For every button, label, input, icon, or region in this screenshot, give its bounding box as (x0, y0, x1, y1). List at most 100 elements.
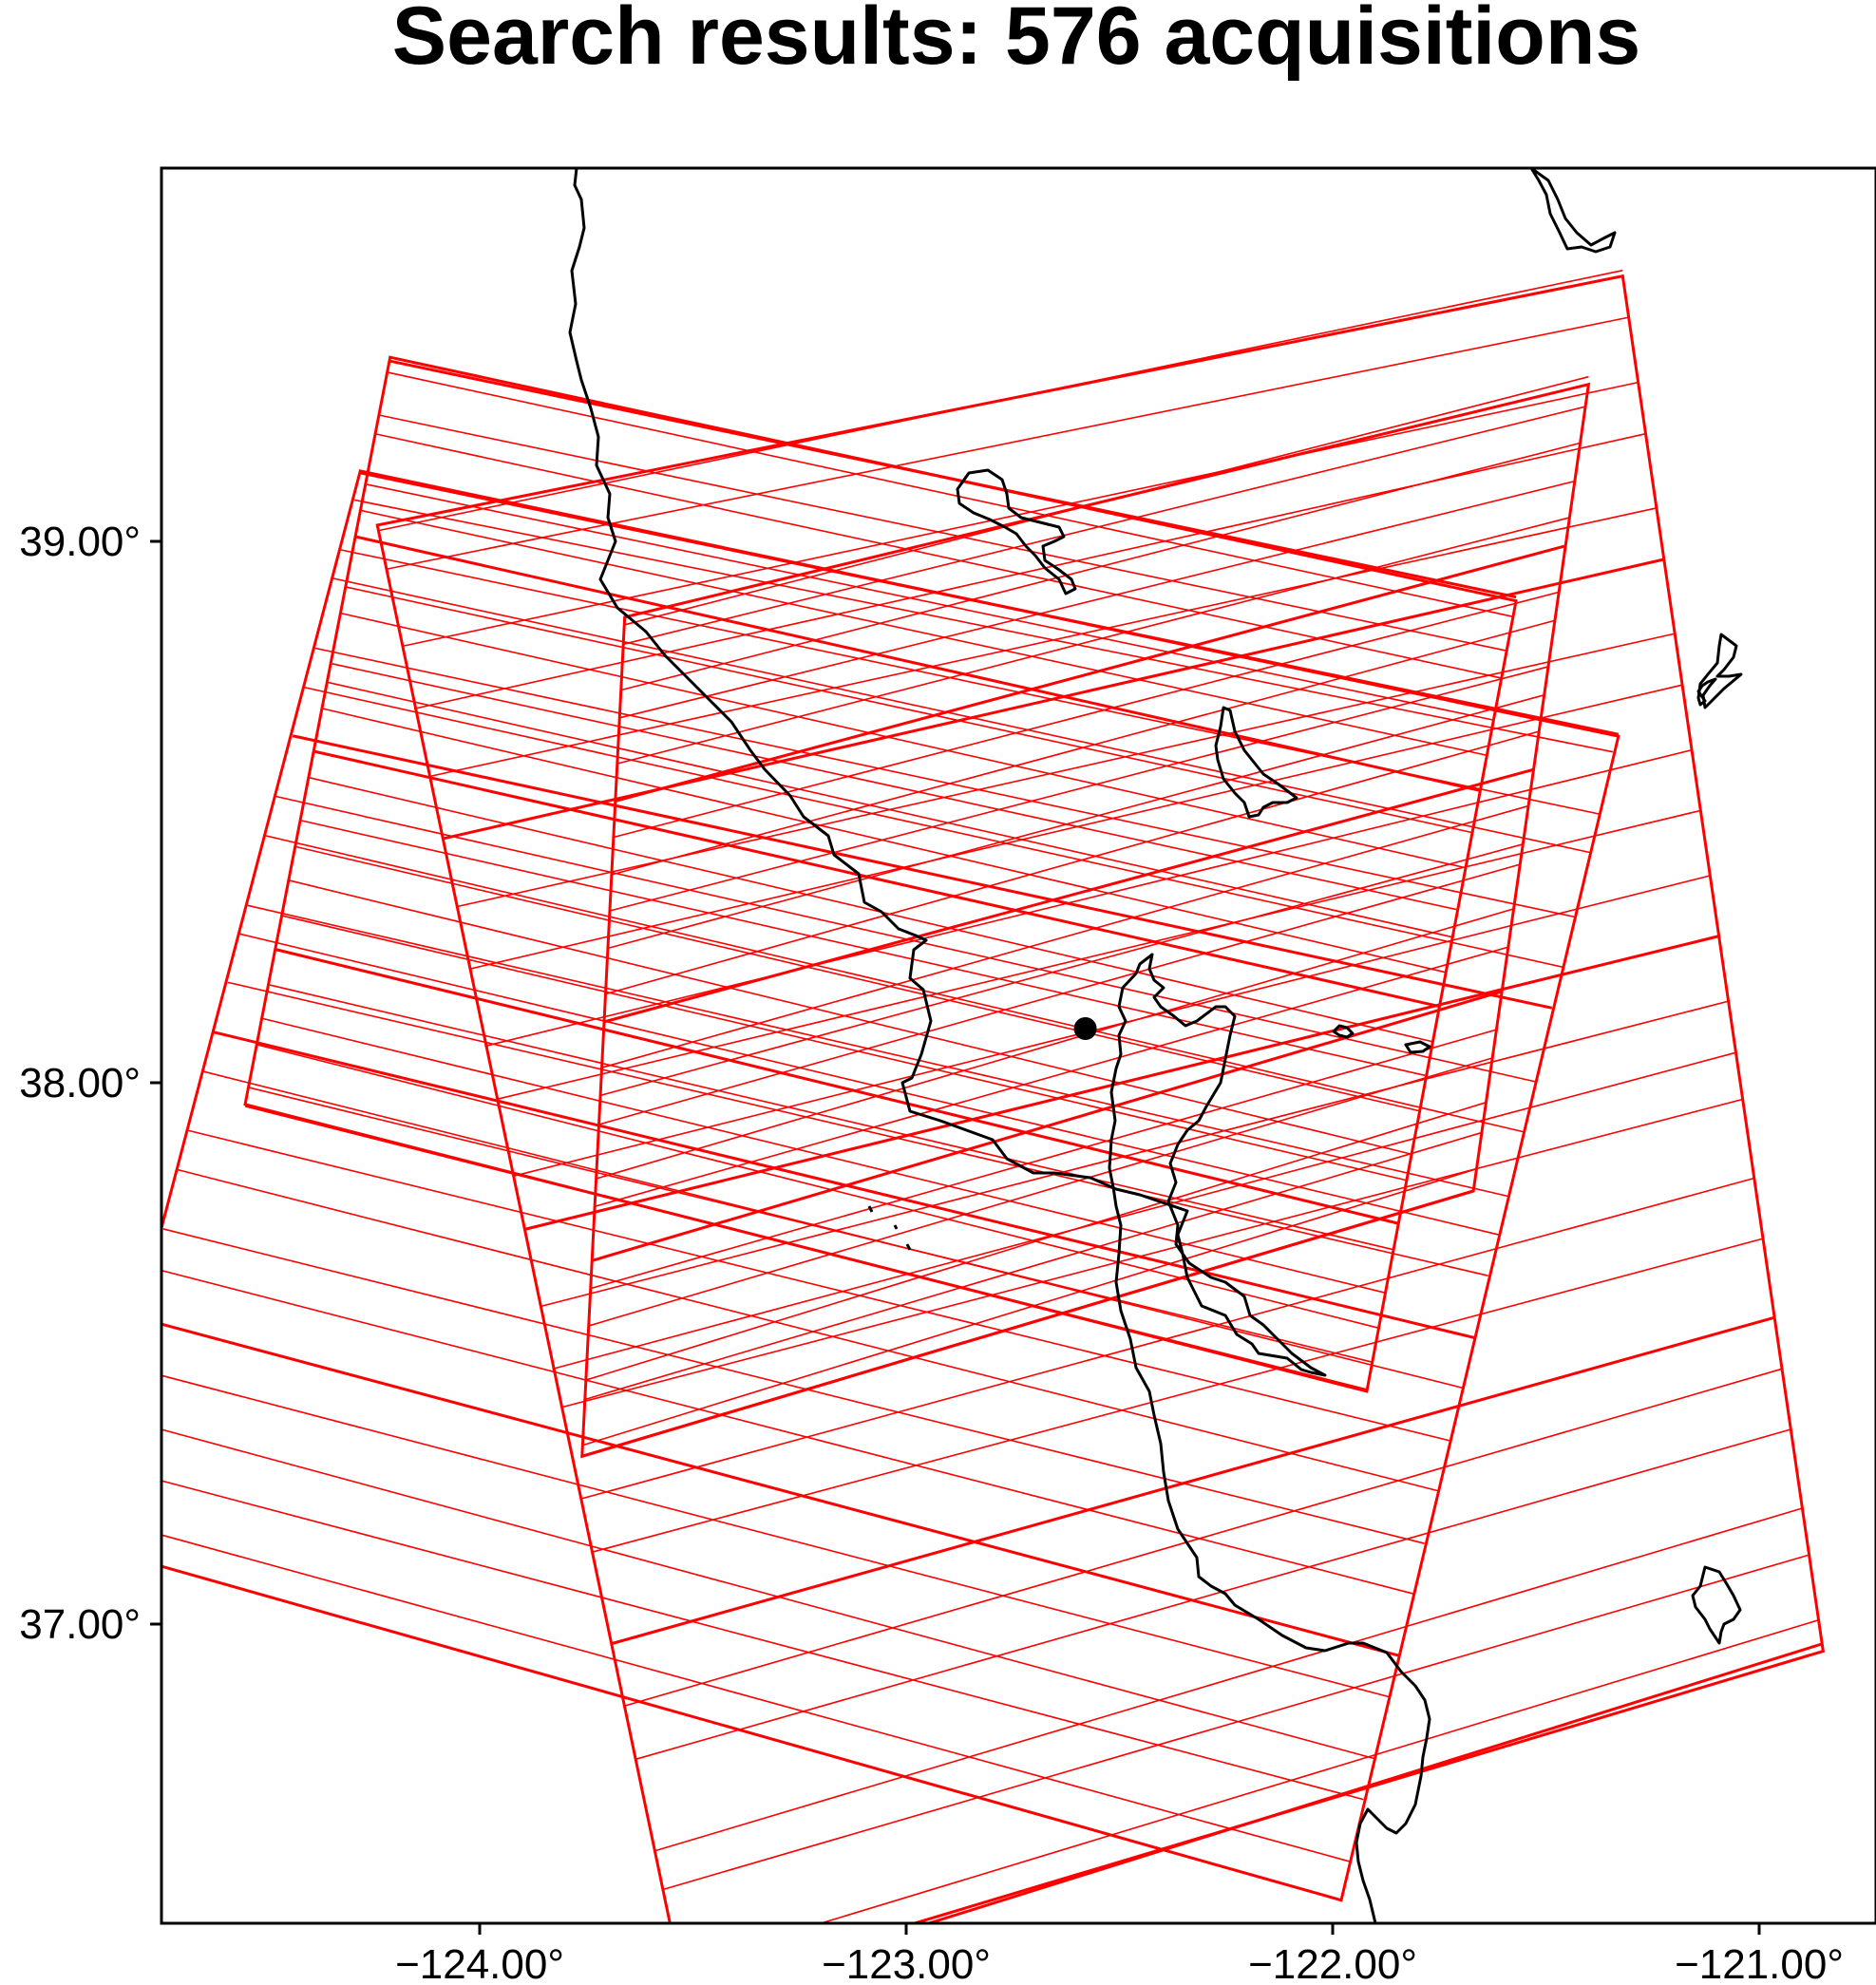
coastline-segment (1529, 168, 1617, 254)
swath-line (497, 809, 1701, 1101)
swath-line (598, 863, 1520, 1125)
map-title: Search results: 576 acquisitions (391, 0, 1641, 82)
swath-line (375, 433, 1502, 679)
swath-line (340, 549, 1600, 815)
swath-line (484, 748, 1694, 1048)
swath-line (288, 879, 1412, 1156)
coastline-segment (867, 1205, 912, 1251)
swath-line (561, 1098, 1744, 1408)
swath-line (624, 375, 1589, 626)
y-tick-label: 39.00° (19, 519, 141, 565)
swath-line (379, 414, 1506, 652)
coastline-segment (1691, 1565, 1742, 1645)
swath-line (238, 933, 1500, 1236)
swath-line (401, 381, 1639, 648)
swath-line (457, 633, 1676, 908)
swath-line (202, 1070, 1464, 1390)
swath-line (359, 471, 1620, 736)
coastline-segment (1214, 706, 1298, 819)
swath-line (346, 586, 1472, 834)
swath-line (596, 908, 1513, 1180)
swath-line (332, 577, 1591, 854)
swath-line (588, 1057, 1492, 1327)
swath-line (595, 946, 1508, 1208)
swath-line (264, 834, 1525, 1133)
swath-line (161, 1565, 1342, 1901)
swath-line (584, 1131, 1482, 1401)
swath-line (295, 845, 1420, 1112)
swath-line (599, 843, 1524, 1097)
swath-line (367, 483, 1493, 721)
swath-line (635, 1428, 1791, 1761)
swath-line (161, 1269, 1414, 1595)
swath-line (213, 1030, 1475, 1339)
swath-line (161, 1534, 1350, 1862)
swath-line (227, 981, 1488, 1276)
swath-line (282, 915, 1406, 1182)
y-tick-label: 37.00° (19, 1601, 141, 1648)
swath-line (613, 591, 1560, 839)
swath-line (581, 1189, 1474, 1458)
swath-line (256, 1044, 1379, 1330)
swath-line (314, 647, 1575, 918)
map-frame (161, 168, 1876, 1923)
swath-line (309, 776, 1433, 1043)
swath-line (615, 544, 1565, 803)
swath-line (924, 1642, 1824, 1923)
acquisition-footprints (161, 269, 1826, 1923)
swath-line (340, 612, 1466, 869)
map-border (160, 166, 1876, 1925)
swath-line (275, 948, 1399, 1225)
swath-line (313, 749, 1439, 1008)
swath-line (582, 1168, 1476, 1446)
swath-line (592, 1238, 1764, 1553)
swath-line (429, 507, 1658, 778)
swath-line (301, 820, 1426, 1077)
swath-line (161, 1374, 1389, 1698)
swath-line (622, 1368, 1784, 1708)
location-marker (1073, 1017, 1097, 1040)
coastline-segment (568, 168, 1431, 1923)
swath-line (361, 509, 1487, 756)
coastline-segment (1696, 633, 1743, 709)
swath-line (161, 1322, 1400, 1657)
swath-line (303, 686, 1563, 969)
swath-line (607, 694, 1544, 950)
swath-line (354, 499, 1614, 753)
swath-line (540, 1000, 1730, 1308)
swath-line (275, 795, 1536, 1083)
swath-line (177, 1168, 1439, 1492)
map-background (161, 168, 1876, 1923)
swath-line (590, 1029, 1497, 1290)
swath-line (249, 1087, 1372, 1363)
x-tick-label: −123.00° (822, 1941, 991, 1985)
coastline-segment (1332, 1024, 1355, 1039)
swath-line (524, 935, 1719, 1231)
x-tick-label: −122.00° (1248, 1941, 1417, 1985)
swath-line (389, 359, 1517, 599)
swath-line (605, 730, 1539, 995)
y-axis: 39.00° 38.00° 37.00° (19, 519, 161, 1648)
swath-line (244, 1106, 1368, 1390)
swath-line (269, 984, 1393, 1251)
swath-line (623, 406, 1585, 646)
swath-line (387, 371, 1514, 618)
swath-line (162, 1228, 1425, 1544)
swath-line (413, 432, 1647, 710)
swath-line (386, 316, 1629, 571)
swath-line (161, 1480, 1364, 1801)
swath-line (188, 1129, 1450, 1442)
location-marker-layer (1073, 1017, 1097, 1040)
y-tick-label: 38.00° (19, 1060, 141, 1106)
swath-line (616, 517, 1569, 765)
swath-line (332, 663, 1457, 911)
swath-line (579, 1177, 1755, 1501)
x-tick-label: −124.00° (395, 1941, 564, 1985)
swath-line (610, 1315, 1776, 1646)
swath-line (321, 708, 1447, 974)
coastline-segment (956, 468, 1077, 596)
coastline-segment (1404, 1040, 1431, 1054)
swath-line (161, 1428, 1375, 1760)
swath-line (469, 684, 1683, 971)
